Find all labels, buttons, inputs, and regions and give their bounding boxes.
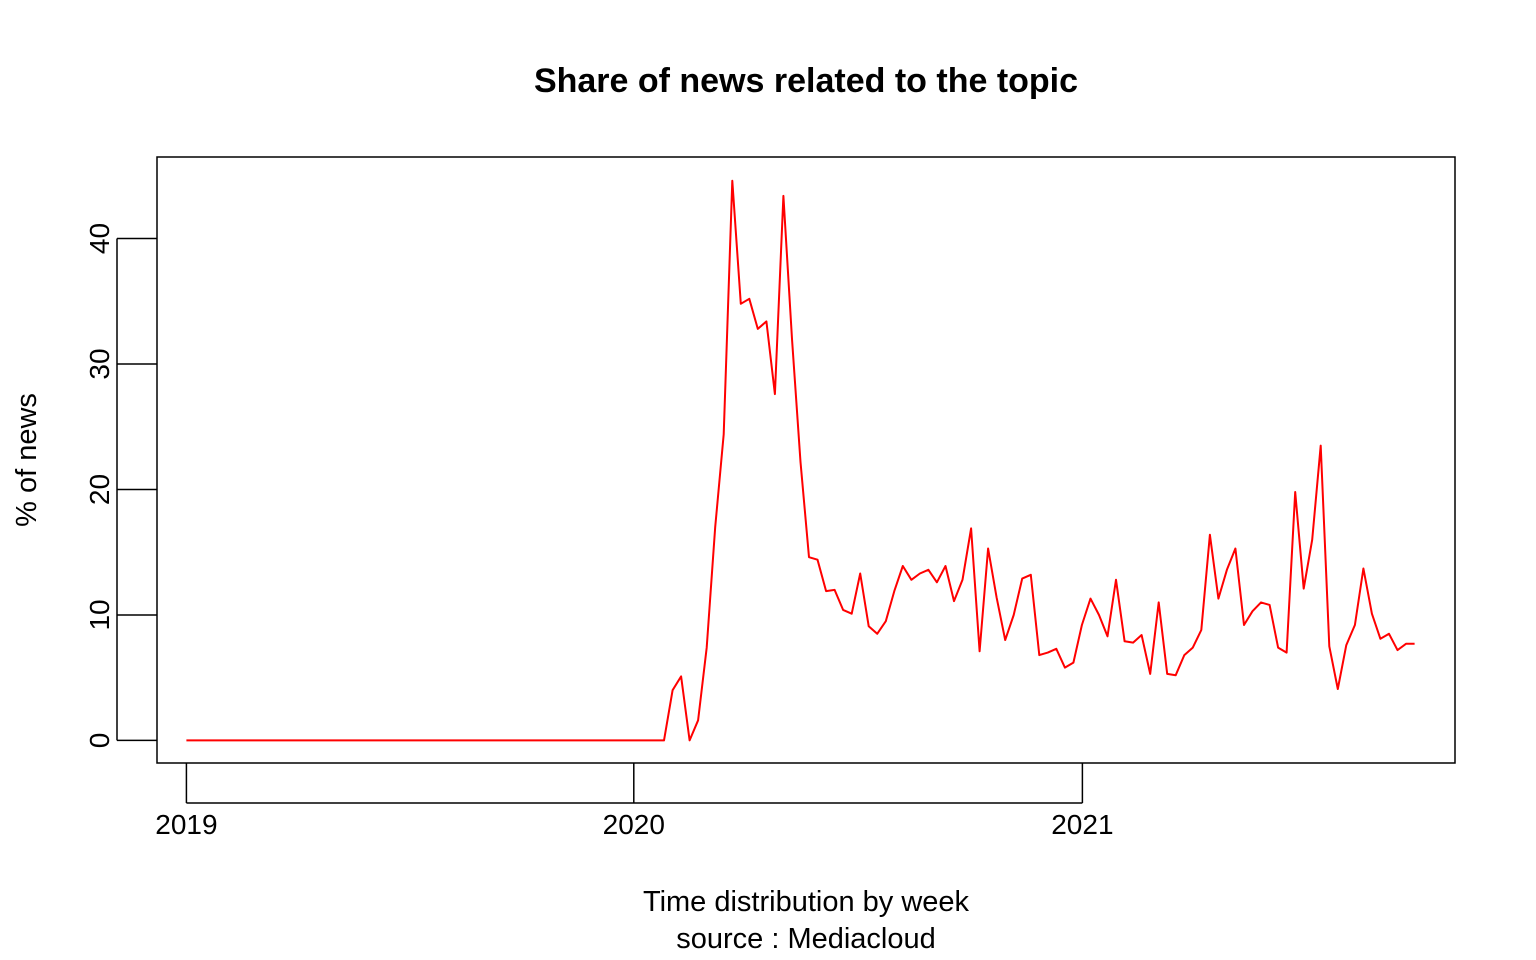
series-line-0 — [186, 179, 1415, 742]
y-tick-label: 30 — [84, 348, 115, 379]
y-tick-label: 10 — [84, 599, 115, 630]
y-tick-label: 0 — [84, 733, 115, 749]
x-tick-label: 2019 — [155, 809, 217, 840]
chart-title: Share of news related to the topic — [534, 62, 1078, 100]
y-axis-label: % of news — [11, 393, 43, 527]
x-tick-label: 2020 — [603, 809, 665, 840]
plot-frame — [156, 156, 1456, 764]
x-axis-label: Time distribution by week — [643, 886, 970, 918]
x-tick-label: 2021 — [1051, 809, 1113, 840]
y-axis: 0 10 20 30 40 — [84, 223, 157, 748]
y-tick-label: 40 — [84, 223, 115, 254]
x-axis: 2019 2020 2021 — [155, 763, 1114, 840]
y-tick-label: 20 — [84, 474, 115, 505]
series-layer — [186, 179, 1415, 742]
x-axis-source-label: source : Mediacloud — [676, 923, 936, 955]
